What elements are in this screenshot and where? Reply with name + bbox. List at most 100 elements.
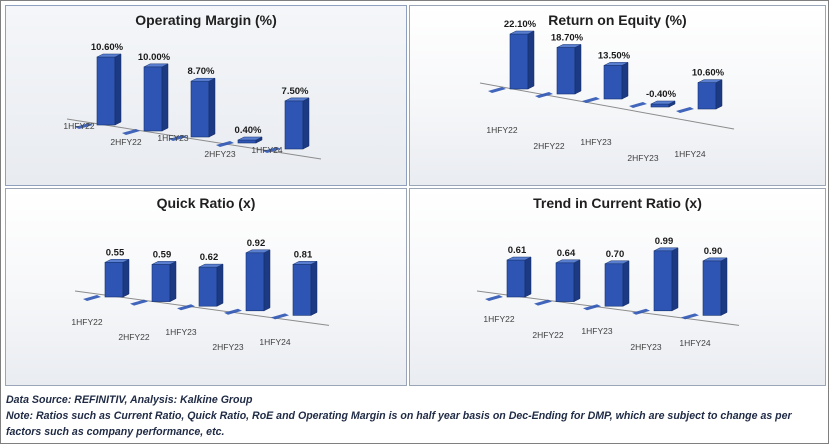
category-tick-label: 2HFY23: [630, 342, 661, 352]
bar-front-face: [104, 262, 124, 298]
category-tick-label: 1HFY23: [157, 133, 188, 143]
bar-front-face: [556, 47, 576, 95]
bar-side-face: [208, 77, 216, 138]
bar-top-face: [284, 97, 310, 102]
bar-floor-tile: [681, 313, 699, 320]
data-label: 0.92: [247, 238, 266, 249]
data-label: 13.50%: [598, 50, 631, 61]
bar: [535, 44, 582, 98]
category-tick-label: 2HFY22: [533, 141, 564, 151]
bar-floor-tile: [632, 308, 650, 315]
bar: [224, 249, 271, 315]
bar-front-face: [190, 80, 210, 138]
data-label: 7.50%: [282, 86, 309, 97]
category-tick-label: 1HFY22: [486, 125, 517, 135]
data-label: 10.00%: [138, 52, 171, 63]
chart-panel-quick-ratio: Quick Ratio (x) 0.55 1HFY22 0.59 2HFY22 0.62…: [5, 188, 407, 386]
bar-top-face: [702, 257, 728, 262]
bar: [169, 77, 216, 141]
data-label: 0.40%: [235, 125, 262, 136]
footer: Data Source: REFINITIV, Analysis: Kalkin…: [6, 392, 826, 440]
category-tick-label: 2HFY22: [110, 137, 141, 147]
bar-floor-tile: [122, 129, 140, 135]
disclaimer-note: Note: Ratios such as Current Ratio, Quic…: [6, 410, 792, 438]
chart-title: Quick Ratio (x): [156, 195, 256, 211]
category-tick-label: 1HFY24: [251, 145, 282, 155]
data-label: 8.70%: [188, 66, 215, 77]
bar-top-face: [653, 247, 679, 252]
bar-top-face: [104, 259, 130, 263]
bar-side-face: [302, 97, 310, 150]
bar-chart-current-ratio: 0.61 1HFY22 0.64 2HFY22 0.70 1HFY23 0.99 2HFY23…: [476, 236, 740, 352]
bar-top-face: [151, 261, 177, 265]
bar-side-face: [263, 249, 271, 312]
bar-top-face: [245, 249, 271, 254]
bar-front-face: [650, 103, 670, 108]
bar-front-face: [245, 252, 265, 312]
bar-side-face: [671, 247, 679, 312]
category-tick-label: 1HFY24: [679, 338, 710, 348]
category-tick-label: 2HFY22: [532, 330, 563, 340]
bar-side-face: [720, 257, 728, 316]
data-source-note: Data Source: REFINITIV, Analysis: Kalkin…: [6, 394, 253, 406]
data-label: 0.90: [704, 246, 723, 257]
bar: [583, 260, 630, 311]
category-tick-label: 1HFY22: [483, 314, 514, 324]
bar-top-face: [506, 256, 532, 261]
bar-floor-tile: [271, 313, 289, 320]
bar: [582, 61, 629, 103]
axis-floor-line: [479, 82, 735, 130]
bar-front-face: [237, 139, 257, 144]
chart-panel-operating-margin: Operating Margin (%) 10.60% 1HFY22 10.00% 2…: [5, 5, 407, 186]
bar: [216, 136, 263, 147]
bar-floor-tile: [583, 304, 601, 311]
bar-front-face: [653, 250, 673, 312]
bar-front-face: [284, 100, 304, 150]
bar: [177, 263, 224, 311]
data-label: 0.62: [200, 252, 219, 263]
bar: [75, 53, 122, 129]
bar: [632, 247, 679, 315]
data-label: 0.64: [557, 248, 576, 259]
bar-floor-tile: [216, 141, 234, 147]
category-tick-label: 1HFY22: [63, 121, 94, 131]
bar-floor-tile: [582, 97, 600, 103]
category-tick-label: 2HFY23: [627, 153, 658, 163]
bar-side-face: [574, 44, 582, 95]
bar-top-face: [603, 62, 629, 66]
category-tick-label: 2HFY22: [118, 332, 149, 342]
bar-side-face: [622, 260, 630, 307]
data-label: 18.70%: [551, 32, 584, 43]
bar-floor-tile: [263, 147, 281, 153]
data-label: 0.81: [294, 249, 313, 260]
chart-title: Trend in Current Ratio (x): [533, 195, 702, 211]
bar-side-face: [573, 259, 581, 303]
bar: [534, 259, 581, 306]
bar-floor-tile: [676, 107, 694, 113]
bar: [629, 100, 676, 108]
data-label: 22.10%: [504, 19, 537, 30]
bar-top-face: [650, 100, 676, 105]
bar-side-face: [715, 79, 723, 110]
category-tick-label: 1HFY24: [259, 337, 290, 347]
bar-top-face: [237, 136, 263, 141]
bar-floor-tile: [485, 295, 503, 301]
bar-floor-tile: [130, 299, 148, 306]
bar: [271, 260, 318, 320]
bar-front-face: [604, 263, 624, 307]
bar-side-face: [310, 260, 318, 316]
bar-top-face: [96, 53, 122, 58]
category-tick-label: 1HFY23: [580, 137, 611, 147]
bar-floor-tile: [75, 123, 93, 129]
bar: [488, 30, 535, 93]
bar-floor-tile: [83, 295, 101, 301]
chart-panel-return-on-equity: Return on Equity (%) 22.10% 1HFY22 18.70% 2…: [409, 5, 826, 186]
category-tick-label: 2HFY23: [212, 342, 243, 352]
bar: [681, 257, 728, 320]
bar: [485, 256, 532, 301]
bar-top-face: [556, 44, 582, 48]
bar-front-face: [143, 66, 163, 132]
bar-front-face: [292, 264, 312, 316]
data-label: 0.70: [606, 249, 625, 260]
